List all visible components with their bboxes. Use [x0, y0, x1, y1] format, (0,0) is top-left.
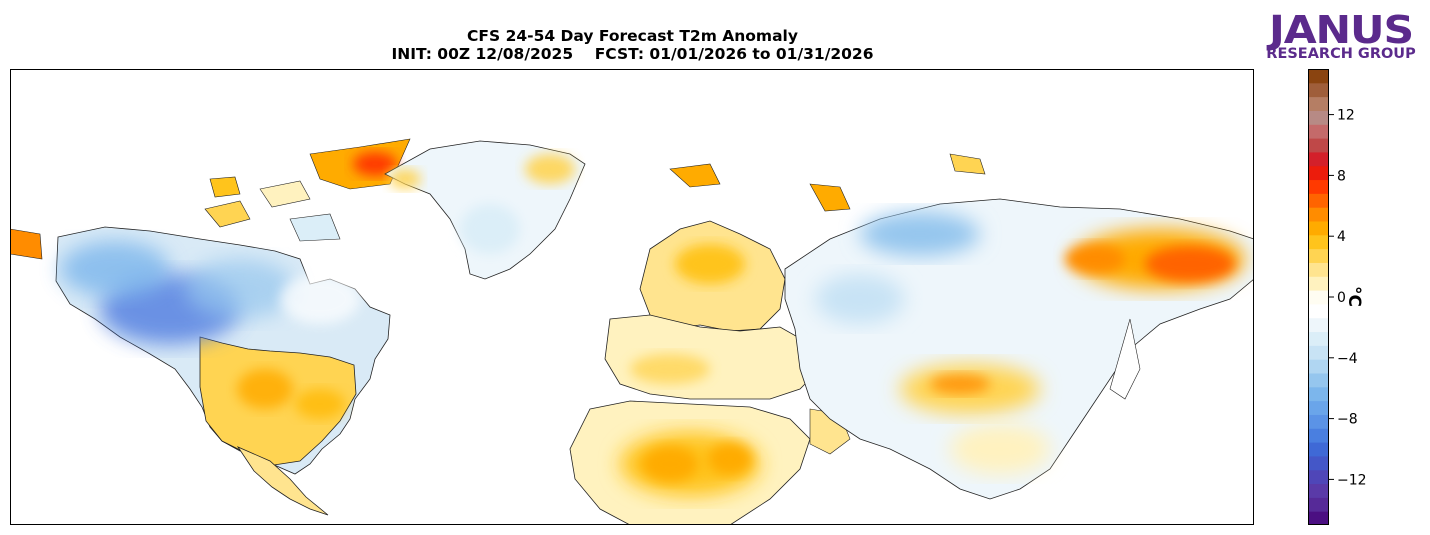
colorbar-segment — [1308, 483, 1329, 498]
title-line-2: INIT: 00Z 12/08/2025 FCST: 01/01/2026 to… — [391, 45, 874, 63]
colorbar-segment — [1308, 248, 1329, 263]
janus-logo: JANUS RESEARCH GROUP — [1258, 11, 1424, 62]
colorbar-unit-label: °C — [1344, 286, 1364, 307]
colorbar-segment — [1308, 179, 1329, 194]
colorbar-segment — [1308, 138, 1329, 153]
colorbar-segment — [1308, 331, 1329, 346]
colorbar-segment — [1308, 428, 1329, 443]
colorbar-tick-label: 4 — [1337, 229, 1346, 245]
greenland — [384, 140, 586, 280]
map-border — [10, 69, 1254, 525]
colorbar-segment — [1308, 276, 1329, 291]
colorbar-tick-label: −4 — [1337, 351, 1358, 367]
colorbar-segment — [1308, 290, 1329, 305]
colorbar-segment — [1308, 386, 1329, 402]
colorbar-segment — [1308, 82, 1329, 98]
colorbar-segment — [1308, 234, 1329, 250]
logo-tagline: RESEARCH GROUP — [1266, 46, 1416, 62]
colorbar-tick-label: −12 — [1337, 472, 1367, 488]
colorbar-segment — [1308, 400, 1329, 415]
colorbar-segment — [1308, 124, 1329, 139]
colorbar-segment — [1308, 96, 1329, 111]
europe-africa — [569, 163, 851, 525]
colorbar-segment — [1308, 207, 1329, 222]
colorbar-segment — [1308, 442, 1329, 457]
colorbar — [1308, 69, 1329, 525]
mexico — [236, 446, 329, 516]
colorbar-segment — [1308, 303, 1329, 319]
colorbar-tick-label: 8 — [1337, 168, 1346, 184]
colorbar-segment — [1308, 373, 1329, 388]
colorbar-segment — [1308, 497, 1329, 512]
colorbar-segment — [1308, 262, 1329, 277]
logo-name: JANUS — [1268, 8, 1414, 52]
colorbar-tick-label: 0 — [1337, 290, 1346, 306]
colorbar-segment — [1308, 110, 1329, 125]
colorbar-segment — [1308, 359, 1329, 374]
title-line-1: CFS 24-54 Day Forecast T2m Anomaly — [467, 27, 798, 45]
colorbar-tick-label: −8 — [1337, 412, 1358, 428]
colorbar-segment — [1308, 69, 1329, 84]
colorbar-segment — [1308, 193, 1329, 208]
north-america — [10, 138, 411, 516]
colorbar-segment — [1308, 165, 1329, 181]
colorbar-segment — [1308, 414, 1329, 429]
colorbar-border — [1308, 69, 1329, 525]
colorbar-segment — [1308, 455, 1329, 471]
colorbar-segment — [1308, 221, 1329, 236]
colorbar-tick-label: 12 — [1337, 108, 1355, 124]
colorbar-segment — [1308, 317, 1329, 333]
anomaly-map — [10, 69, 1254, 525]
colorbar-segment — [1308, 345, 1329, 360]
asia — [784, 153, 1254, 500]
colorbar-segment — [1308, 151, 1329, 167]
chart-title: CFS 24-54 Day Forecast T2m Anomaly INIT:… — [300, 27, 965, 63]
colorbar-segment — [1308, 469, 1329, 485]
colorbar-ticks: 12 8 4 0 −4 −8 −12 — [1329, 108, 1367, 488]
colorbar-segment — [1308, 511, 1329, 525]
